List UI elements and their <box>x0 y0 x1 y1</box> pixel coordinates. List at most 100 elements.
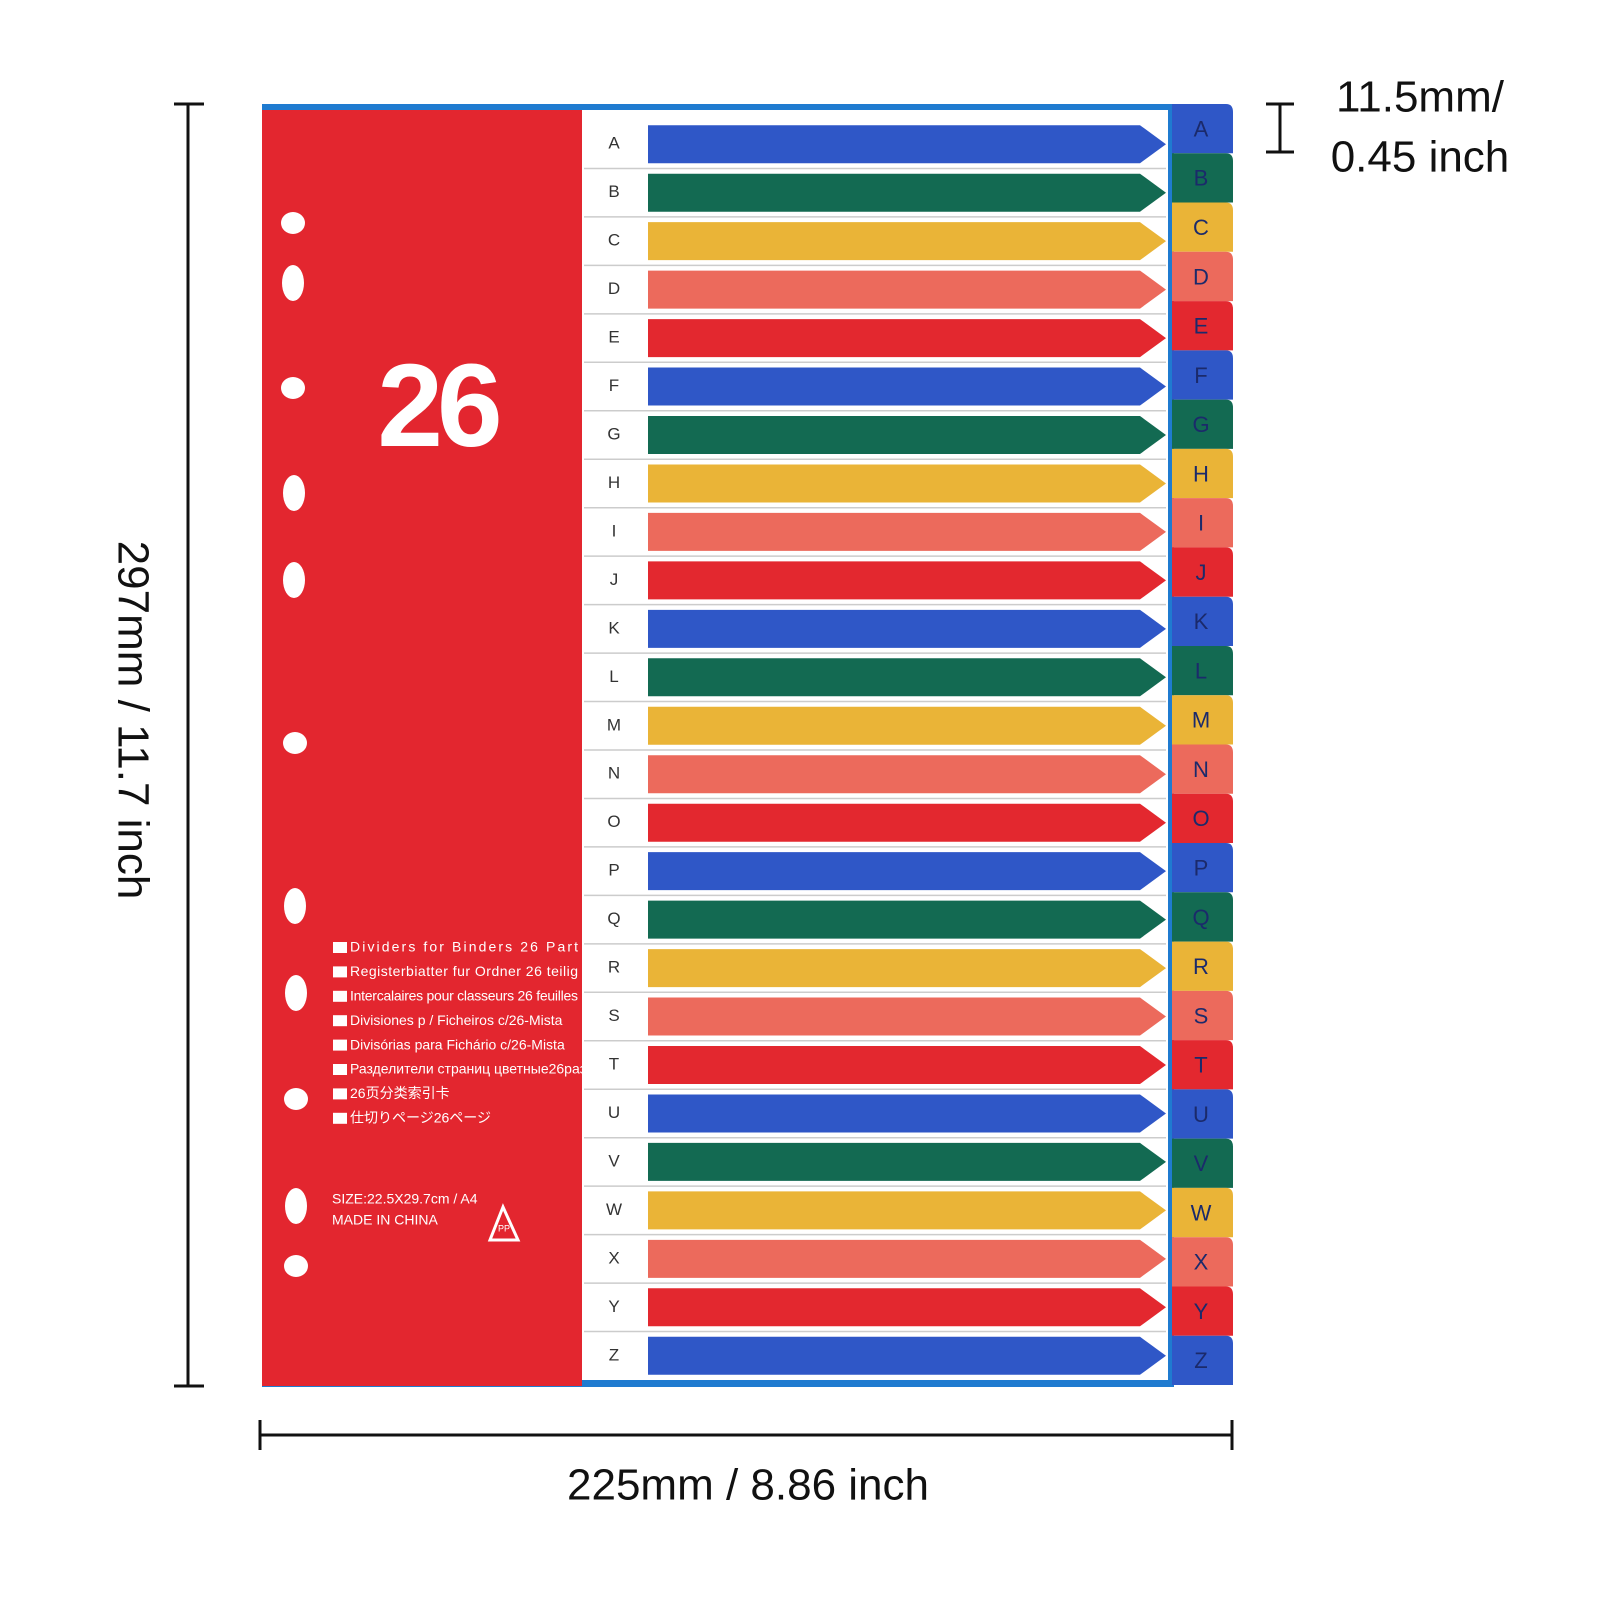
language-line: Divisiones p / Ficheiros c/26-Mista <box>350 1012 563 1028</box>
index-letter: Y <box>608 1297 619 1316</box>
tab-letter: V <box>1194 1151 1209 1176</box>
index-letter: A <box>608 134 620 153</box>
tab <box>1172 1286 1233 1336</box>
tab-letter: O <box>1192 806 1209 831</box>
tab-letter: A <box>1194 116 1209 141</box>
tab <box>1172 498 1233 548</box>
tab <box>1172 892 1233 942</box>
cover-number: 26 <box>377 340 499 472</box>
index-bar <box>648 561 1166 600</box>
tab-letter: J <box>1196 560 1207 585</box>
tab-letter: W <box>1191 1200 1212 1225</box>
language-line: 仕切りページ26ページ <box>350 1110 491 1126</box>
flag-icon <box>333 1064 347 1075</box>
tab <box>1172 1237 1233 1287</box>
tab-letter: C <box>1193 215 1209 240</box>
tab-letter: B <box>1194 166 1209 191</box>
index-bar <box>648 416 1166 454</box>
tab <box>1172 547 1233 597</box>
index-letter: Z <box>609 1345 619 1364</box>
language-line: Registerbiatter fur Ordner 26 teilig <box>350 963 578 979</box>
index-letter: T <box>609 1054 619 1073</box>
language-line: 26页分类索引卡 <box>350 1085 450 1101</box>
recycle-icon <box>487 1203 521 1242</box>
tab-size-label: 11.5mm/ <box>1336 73 1505 122</box>
index-letter: P <box>608 861 619 880</box>
language-line: Разделители страниц цветные26разделов <box>350 1061 625 1077</box>
tab <box>1172 843 1233 893</box>
index-bar <box>648 1191 1166 1230</box>
language-line: Intercalaires pour classeurs 26 feuilles <box>350 988 578 1004</box>
index-bar <box>648 803 1166 842</box>
index-bar <box>648 319 1166 358</box>
tab <box>1172 645 1233 696</box>
index-letter: D <box>608 279 620 298</box>
tab-letter: M <box>1192 708 1210 733</box>
index-bar <box>648 900 1166 939</box>
tab-letter: N <box>1193 757 1209 782</box>
tab-letter: I <box>1198 511 1204 536</box>
flag-icon <box>333 966 347 978</box>
index-bar <box>648 706 1166 745</box>
tab <box>1172 793 1233 844</box>
index-bar <box>648 270 1166 309</box>
tab <box>1172 251 1233 302</box>
index-bar <box>648 1239 1166 1278</box>
tab <box>1172 153 1233 203</box>
height-label: 297mm / 11.7 inch <box>108 541 157 900</box>
index-letter: O <box>607 812 620 831</box>
punch-holes <box>281 212 308 1277</box>
index-letter: Q <box>607 909 620 928</box>
index-bar <box>648 852 1166 891</box>
tab-letter: K <box>1194 609 1209 634</box>
tab-letter: S <box>1194 1003 1209 1028</box>
tab-letter: F <box>1194 363 1207 388</box>
index-letter: R <box>608 958 620 977</box>
tab-letter: H <box>1193 461 1209 486</box>
cover-panel <box>262 110 582 1386</box>
dimension-lines <box>174 102 1294 1450</box>
tab <box>1172 399 1233 449</box>
tab <box>1172 596 1233 646</box>
tab-letter: E <box>1194 314 1209 339</box>
language-line: Dividers for Binders 26 Part <box>350 939 578 955</box>
index-letter: H <box>608 473 620 492</box>
index-letter: K <box>608 618 620 637</box>
index-letter: N <box>608 764 620 783</box>
tab <box>1172 301 1233 351</box>
tab <box>1172 202 1233 252</box>
flag-icon <box>333 1112 347 1124</box>
index-letter: U <box>608 1103 620 1122</box>
index-letter: I <box>612 521 617 540</box>
tab-letter: Z <box>1194 1348 1207 1373</box>
index-letter: G <box>607 424 620 443</box>
flag-icon <box>333 942 347 953</box>
index-bar <box>648 1336 1166 1375</box>
tab <box>1172 941 1233 991</box>
index-bar <box>648 997 1166 1036</box>
index-letter: M <box>607 715 621 734</box>
index-bar <box>648 949 1166 988</box>
tab-letter: D <box>1193 264 1209 289</box>
index-letter: V <box>608 1151 620 1170</box>
index-bar <box>648 367 1166 406</box>
index-bar <box>648 658 1166 697</box>
flag-icon <box>333 990 347 1002</box>
tab <box>1172 1040 1233 1090</box>
tab-letter: G <box>1192 412 1209 437</box>
language-line: Divisórias para Fichário c/26-Mista <box>350 1036 565 1052</box>
flag-icon <box>333 1039 347 1051</box>
index-rows: A B C D E F G H I J K L M N O P Q R S T U V W X Y Z <box>584 125 1166 1375</box>
tab-letter: T <box>1194 1053 1207 1078</box>
tab <box>1172 1089 1233 1139</box>
tab <box>1172 744 1233 794</box>
index-bar <box>648 1288 1166 1327</box>
recycle-label: PP <box>498 1223 510 1233</box>
size-text: SIZE:22.5X29.7cm / A4 <box>332 1191 478 1207</box>
tab-letter: U <box>1193 1102 1209 1127</box>
tab-letter: L <box>1195 658 1207 683</box>
index-letter: L <box>609 667 618 686</box>
tab-letter: Q <box>1192 905 1209 930</box>
